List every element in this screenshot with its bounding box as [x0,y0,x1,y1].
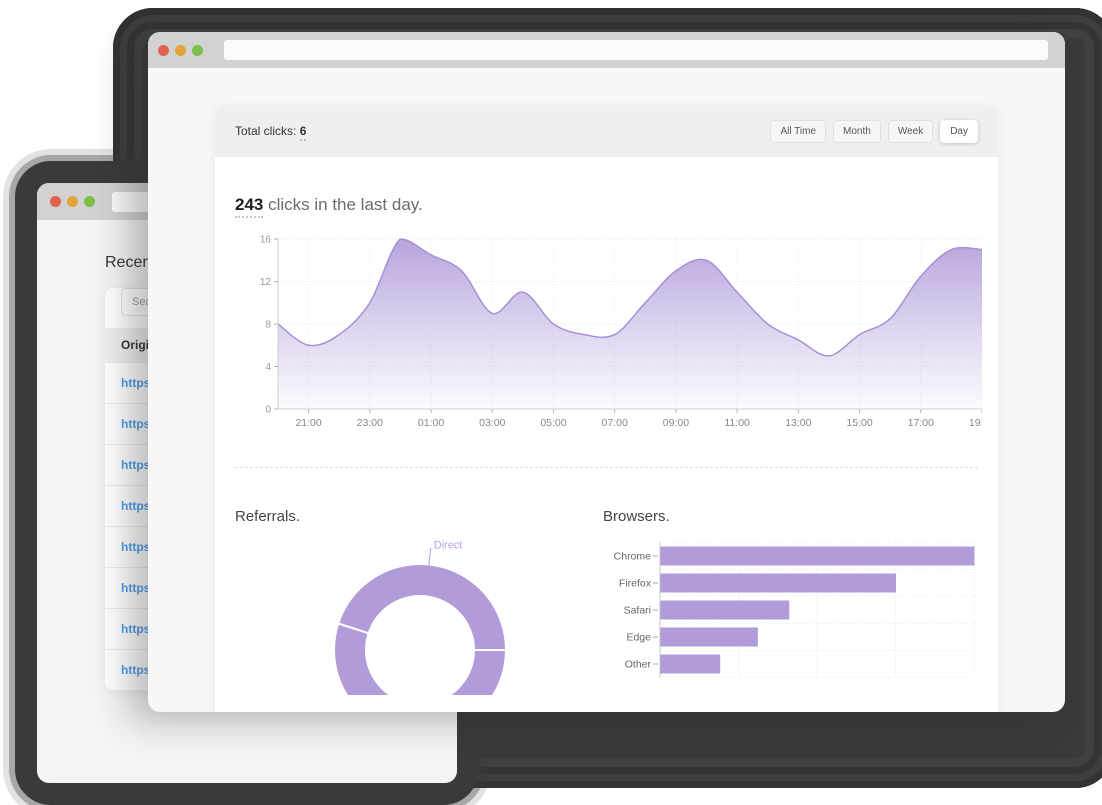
area-fill [278,239,982,409]
front-address-bar[interactable] [224,40,1048,60]
front-browser-window: Total clicks: 6 All Time Month Week Day 243… [148,32,1065,712]
bar-label-chrome: Chrome [614,551,652,563]
bar-label-firefox: Firefox [619,578,652,590]
close-traffic-light-icon[interactable] [50,196,61,207]
bar-label-safari: Safari [624,605,651,617]
stats-card-body: 243 clicks in the last day. 0 4 8 12 16 21:00… [215,157,998,712]
filter-week[interactable]: Week [887,119,934,143]
clicks-area-chart: 0 4 8 12 16 21:00 23:00 01:00 03:00 05:00 07:00 09:… [260,235,982,429]
x-tick-label: 15:00 [846,417,872,429]
browsers-title: Browsers. [603,508,670,525]
bar-label-edge: Edge [626,632,651,644]
x-tick-label: 19:00 [969,417,982,429]
clicks-count: 243 [235,195,264,218]
donut-ring [335,565,505,695]
bar-chrome [660,546,975,566]
bar-label-other: Other [625,659,652,671]
x-tick-label: 11:00 [724,417,750,429]
x-tick-label: 05:00 [540,417,566,429]
filter-all-time[interactable]: All Time [770,119,827,143]
total-clicks-value: 6 [299,124,307,141]
front-titlebar [148,32,1065,68]
browsers-bar-chart: Chrome Firefox Safari Edge Other [614,542,975,678]
x-tick-label: 23:00 [357,417,383,429]
stats-card: Total clicks: 6 All Time Month Week Day 243… [215,105,998,712]
filter-month[interactable]: Month [833,119,881,143]
x-tick-label: 01:00 [418,417,444,429]
minimize-traffic-light-icon[interactable] [67,196,78,207]
area-line [277,238,982,357]
x-tick-label: 13:00 [785,417,811,429]
total-clicks-label: Total clicks: [235,124,297,138]
referrals-donut-chart: Direct [335,540,507,695]
referrals-title: Referrals. [235,508,301,525]
bottom-sections: Referrals. Direct Browsers. Chrome Firefo… [235,508,978,695]
clicks-headline-text: clicks in the last day. [263,195,423,214]
bar-other [660,654,721,674]
x-tick-label: 07:00 [602,417,628,429]
y-tick-label: 16 [260,235,272,246]
section-divider [235,467,978,468]
y-tick-label: 12 [260,277,272,288]
filter-day[interactable]: Day [940,119,978,143]
bar-edge [660,627,758,647]
y-tick-label: 0 [265,405,271,416]
x-tick-label: 17:00 [908,417,934,429]
maximize-traffic-light-icon[interactable] [192,44,203,56]
bar-safari [660,600,790,620]
referrals-section: Referrals. Direct [235,508,603,695]
y-tick-label: 4 [265,362,271,373]
x-tick-label: 03:00 [479,417,505,429]
browsers-section: Browsers. Chrome Firefox Safari Edge Other [603,508,978,695]
label-connector [428,547,432,566]
stats-card-header: Total clicks: 6 All Time Month Week Day [215,105,998,157]
x-tick-label: 09:00 [663,417,689,429]
segment-label-direct: Direct [434,540,463,552]
segment-divider [336,622,370,635]
close-traffic-light-icon[interactable] [158,44,169,56]
x-tick-label: 21:00 [295,417,321,429]
time-filter-group: All Time Month Week Day [770,119,978,143]
bar-firefox [660,573,896,593]
y-tick-label: 8 [265,320,271,331]
back-page-title: Recen [105,254,152,271]
clicks-headline: 243 clicks in the last day. [235,157,978,218]
total-clicks: Total clicks: 6 [235,124,307,141]
minimize-traffic-light-icon[interactable] [175,44,186,56]
axes [277,239,982,410]
maximize-traffic-light-icon[interactable] [84,196,95,207]
page: { "colors": { "accent_purple": "#b19cd9"… [15,8,1102,805]
